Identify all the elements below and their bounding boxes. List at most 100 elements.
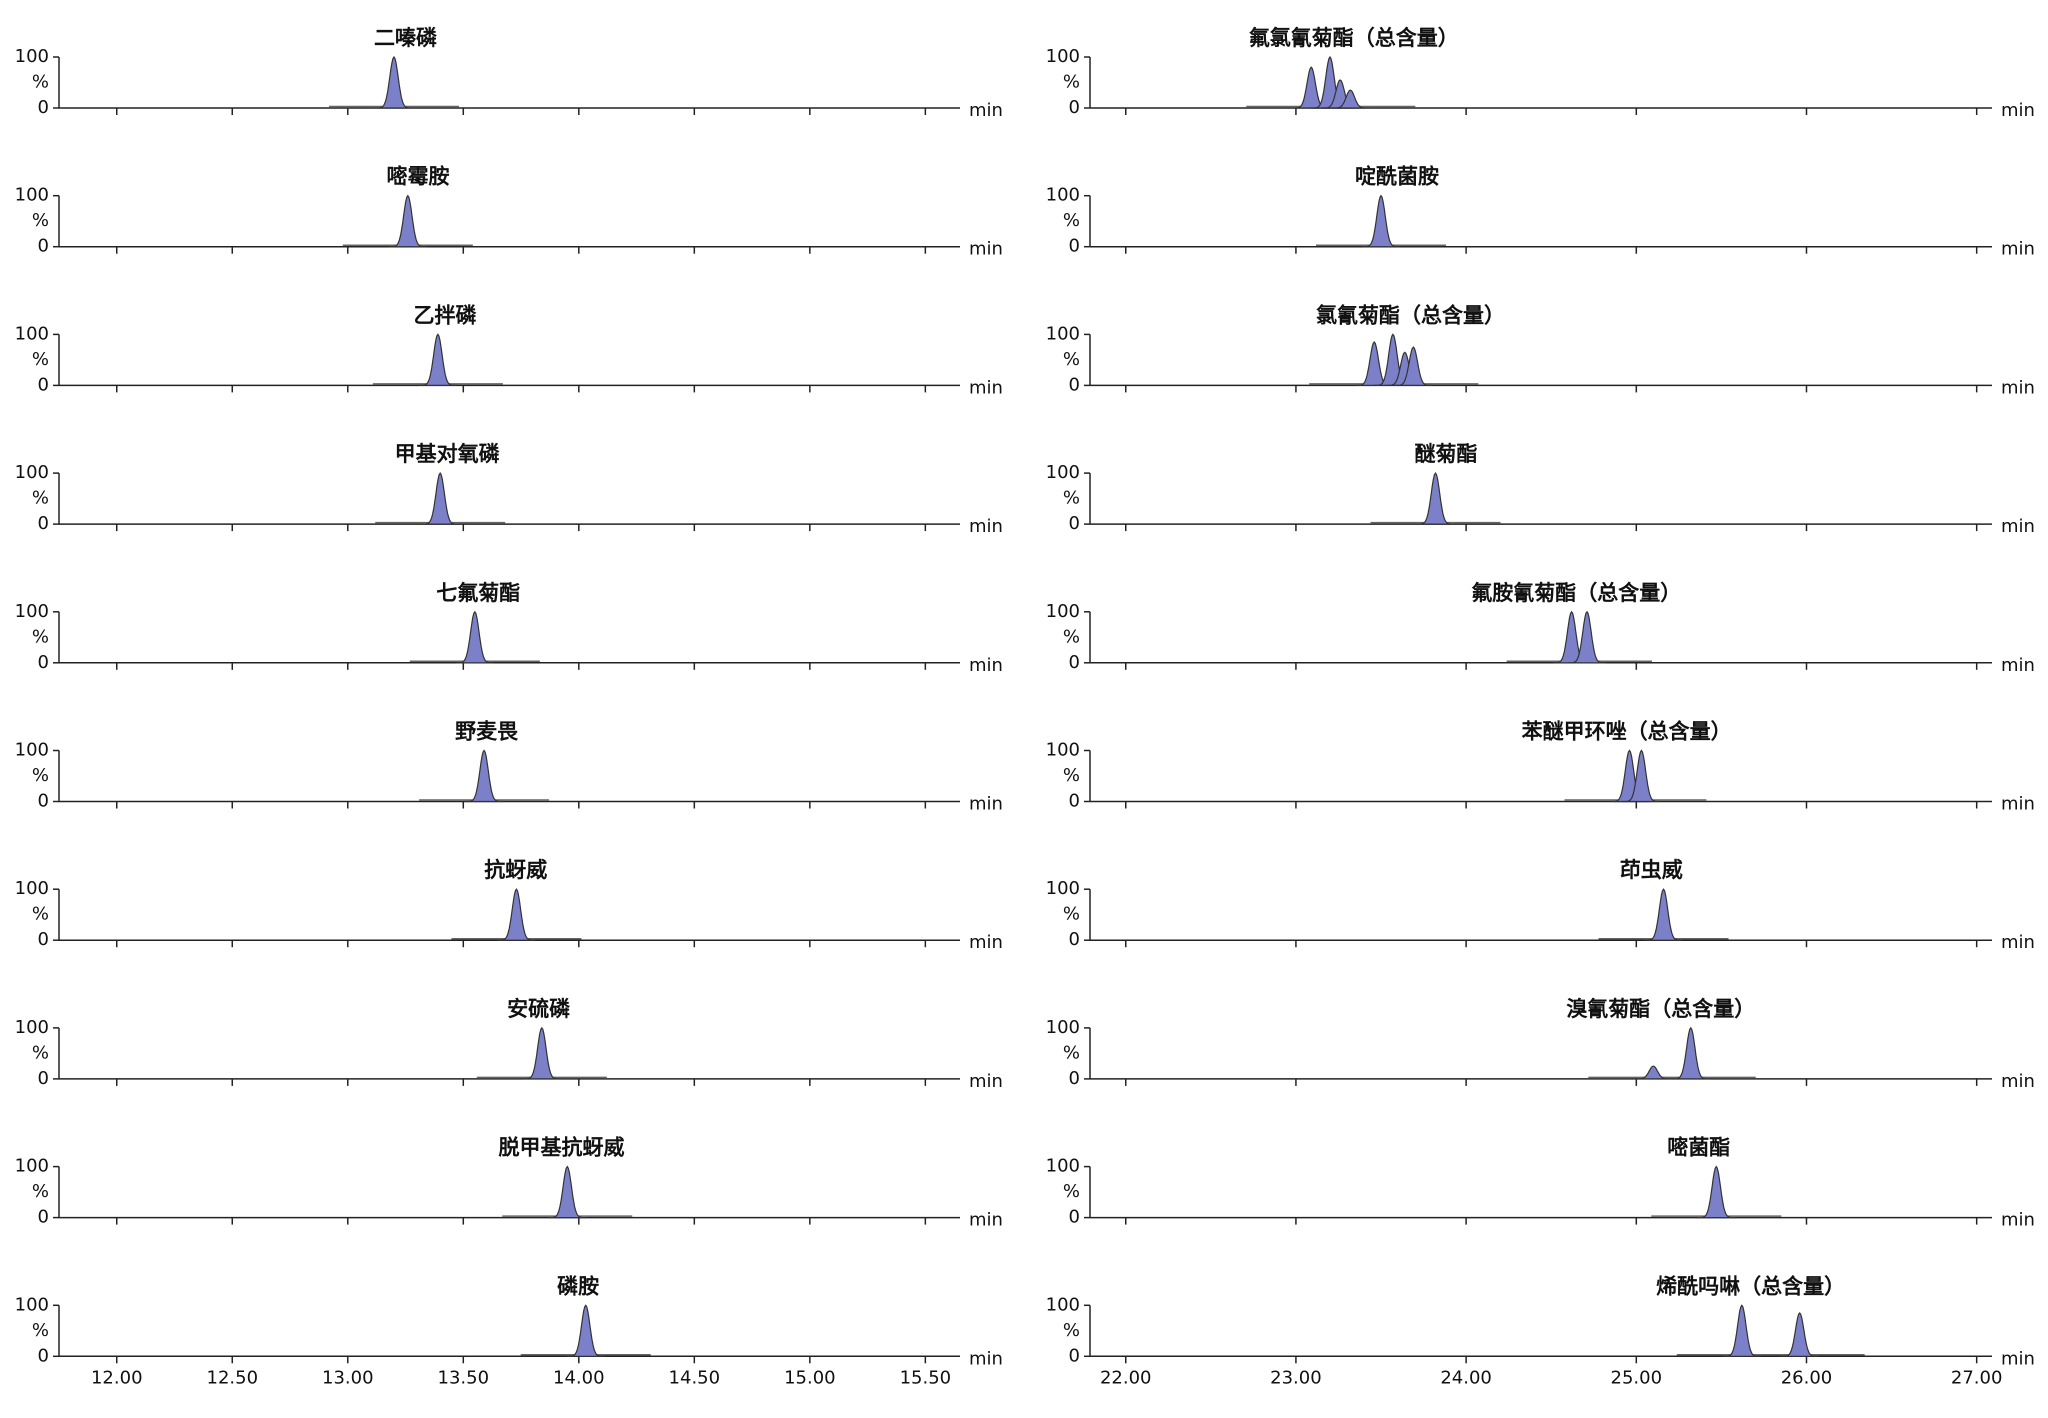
panel-title: 氯氰菊酯（总含量） [1316, 303, 1505, 327]
peak [455, 610, 494, 664]
y-axis-label: % [32, 349, 49, 370]
x-axis-label: min [969, 516, 1003, 537]
y-tick-label: 0 [38, 1345, 49, 1366]
peak [1697, 1165, 1736, 1219]
y-axis-label: % [1063, 1181, 1080, 1202]
peak [1671, 1026, 1710, 1080]
y-axis-label: % [1063, 765, 1080, 786]
y-tick-label: 0 [38, 652, 49, 673]
panel-title: 甲基对氧磷 [395, 442, 500, 466]
panel-title: 安硫磷 [507, 997, 570, 1021]
y-tick-label: 0 [38, 97, 49, 118]
x-axis-label: min [2001, 655, 2035, 676]
y-tick-label: 100 [1046, 46, 1080, 67]
y-axis-label: % [1063, 626, 1080, 647]
peak [1362, 194, 1400, 248]
y-axis-label: % [1063, 72, 1080, 93]
panel-title: 醚菊酯 [1415, 442, 1478, 466]
x-axis-label: min [969, 100, 1003, 121]
x-axis-label: min [2001, 1210, 2035, 1231]
x-tick-label: 27.00 [1951, 1367, 2003, 1388]
y-tick-label: 0 [1069, 97, 1080, 118]
x-tick-label: 13.50 [438, 1367, 490, 1388]
panel-title: 脱甲基抗蚜威 [498, 1136, 624, 1160]
y-axis-label: % [32, 765, 49, 786]
x-axis-label: min [2001, 1348, 2035, 1369]
y-tick-label: 100 [15, 878, 49, 899]
y-tick-label: 0 [1069, 1207, 1080, 1228]
y-axis-label: % [32, 488, 49, 509]
panel-title: 抗蚜威 [484, 858, 547, 882]
x-tick-label: 25.00 [1611, 1367, 1663, 1388]
y-tick-label: 100 [1046, 878, 1080, 899]
x-axis-label: min [2001, 1071, 2035, 1092]
x-tick-label: 13.00 [322, 1367, 374, 1388]
y-tick-label: 0 [38, 374, 49, 395]
y-axis-label: % [32, 904, 49, 925]
peak [421, 472, 460, 525]
x-tick-label: 14.50 [669, 1367, 721, 1388]
x-axis-label: min [2001, 932, 2035, 953]
y-tick-label: 100 [1046, 185, 1080, 206]
panel-title: 茚虫威 [1620, 858, 1683, 882]
x-axis-label: min [969, 239, 1003, 260]
x-axis-label: min [969, 794, 1003, 815]
y-axis-label: % [32, 72, 49, 93]
peak [1394, 346, 1433, 386]
y-tick-label: 0 [38, 513, 49, 534]
y-axis-label: % [32, 1320, 49, 1341]
y-tick-label: 100 [15, 462, 49, 483]
y-axis-label: % [1063, 1042, 1080, 1063]
y-axis-label: % [1063, 904, 1080, 925]
y-tick-label: 100 [15, 1017, 49, 1038]
x-tick-label: 15.00 [784, 1367, 836, 1388]
x-axis-label: min [2001, 516, 2035, 537]
peak [1622, 749, 1661, 803]
peak [375, 55, 413, 109]
y-axis-label: % [32, 1181, 49, 1202]
y-axis-label: % [32, 210, 49, 231]
x-tick-label: 12.00 [91, 1367, 143, 1388]
x-axis-label: min [969, 1210, 1003, 1231]
x-axis-label: min [2001, 239, 2035, 260]
y-tick-label: 0 [1069, 1345, 1080, 1366]
y-axis-label: % [32, 1042, 49, 1063]
y-tick-label: 0 [1069, 513, 1080, 534]
x-axis-label: min [969, 1071, 1003, 1092]
x-tick-label: 12.50 [207, 1367, 259, 1388]
y-tick-label: 0 [38, 1068, 49, 1089]
y-tick-label: 100 [1046, 740, 1080, 761]
panel-title: 苯醚甲环唑（总含量） [1521, 720, 1732, 744]
peak [566, 1304, 605, 1357]
y-tick-label: 0 [1069, 652, 1080, 673]
y-tick-label: 100 [1046, 1156, 1080, 1177]
peak [548, 1165, 587, 1219]
x-tick-label: 22.00 [1100, 1367, 1152, 1388]
y-tick-label: 0 [38, 1207, 49, 1228]
panel-title: 嘧霉胺 [387, 165, 450, 189]
panel-title: 七氟菊酯 [436, 581, 520, 605]
panel-title: 磷胺 [557, 1274, 599, 1298]
peak [1416, 472, 1455, 525]
y-tick-label: 100 [15, 740, 49, 761]
panel-title: 氟氯氰菊酯（总含量） [1249, 26, 1459, 50]
x-tick-label: 23.00 [1270, 1367, 1322, 1388]
y-tick-label: 0 [1069, 1068, 1080, 1089]
peak [1644, 888, 1683, 941]
y-tick-label: 100 [15, 1294, 49, 1315]
panel-title: 乙拌磷 [414, 303, 477, 327]
peak [1568, 610, 1606, 664]
x-axis-label: min [2001, 100, 2035, 121]
y-tick-label: 0 [1069, 374, 1080, 395]
x-axis-label: min [969, 377, 1003, 398]
y-tick-label: 100 [15, 46, 49, 67]
y-axis-label: % [1063, 210, 1080, 231]
y-tick-label: 0 [38, 236, 49, 257]
peak [1634, 1065, 1673, 1080]
y-axis-label: % [1063, 488, 1080, 509]
panel-title: 氟胺氰菊酯（总含量） [1471, 581, 1681, 605]
y-tick-label: 100 [15, 323, 49, 344]
y-tick-label: 100 [15, 601, 49, 622]
y-tick-label: 100 [1046, 1294, 1080, 1315]
